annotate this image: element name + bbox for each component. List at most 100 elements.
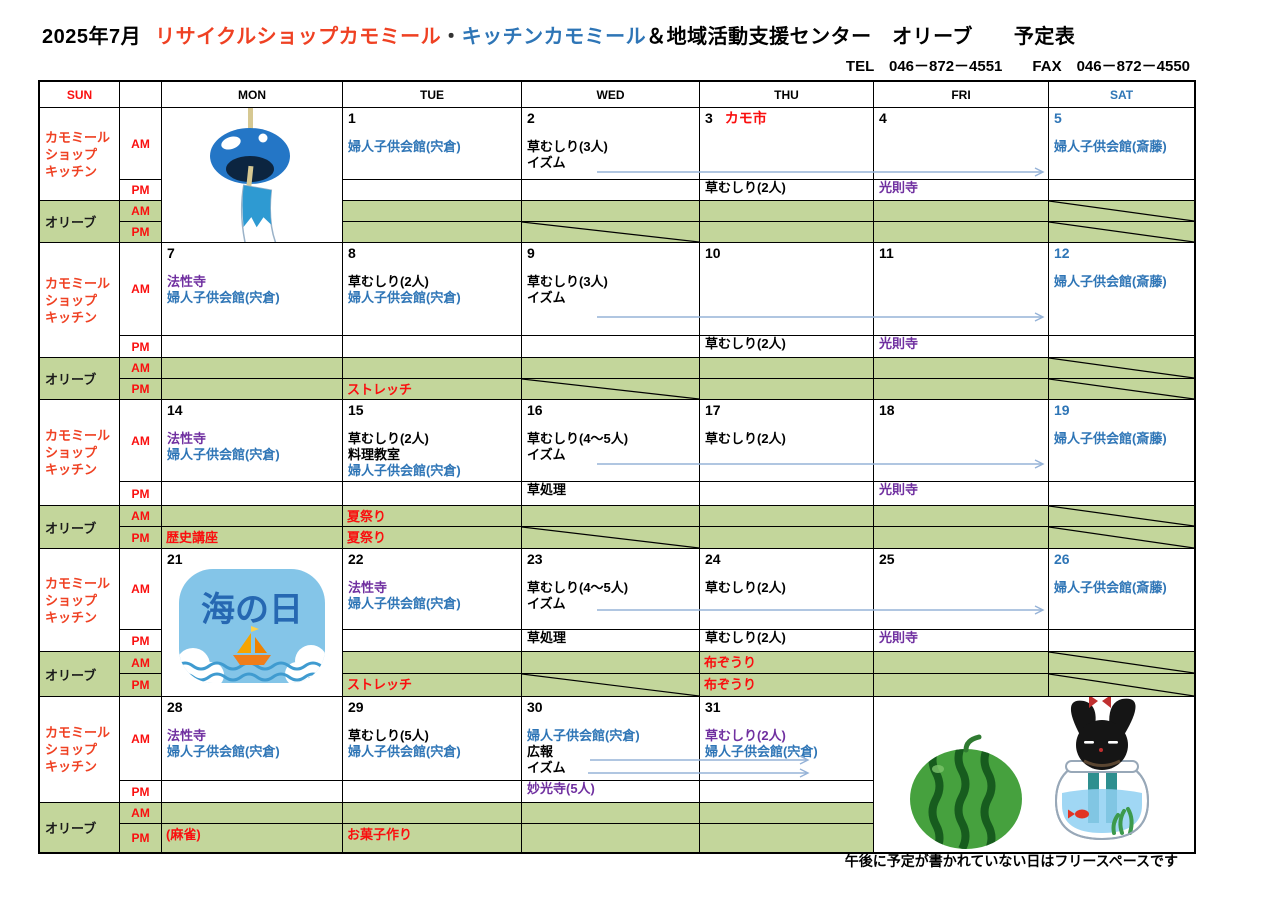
day-header-sun: SUN [40,82,120,108]
day-number: 8 [348,245,356,261]
day-number: 25 [879,551,895,567]
kamomile-row-label: カモミール ショップ キッチン [40,400,120,506]
day-number-line: 1 [343,108,521,126]
strikethrough-diagonal [1049,201,1194,221]
day-cell-am: 12 婦人子供会館(斎藤) [1049,243,1194,336]
olive-day-cell [874,201,1049,222]
olive-event: 布ぞうり [704,677,757,692]
kamomile-label-line: キッチン [45,309,98,325]
event: 婦人子供会館(宍倉) [348,744,461,759]
event: 草むしり(3人) [527,274,608,289]
day-cell-am: 23 草むしり(4～5人) イズム [522,549,700,630]
olive-day-cell [343,358,522,379]
day-number-line: 5 [1049,108,1194,126]
day-number-line: 7 [162,243,342,261]
olive-day-cell [700,379,874,400]
olive-day-cell: 布ぞうり [700,674,874,697]
day-number: 31 [705,699,721,715]
event: 広報 [527,744,554,759]
olive-event: お菓子作り [347,827,413,842]
event: 草むしり(2人) [705,336,786,351]
day-cell-am: 14 法性寺 婦人子供会館(宍倉) [162,400,343,482]
event: 草むしり(2人) [705,580,786,595]
event: 草むしり(4～5人) [527,580,629,595]
olive-day-cell [522,379,700,400]
am-row-label: AM [120,108,162,180]
strikethrough-diagonal [1049,358,1194,378]
event: 法性寺 [167,274,207,289]
strikethrough-diagonal [1049,379,1194,399]
event: 婦人子供会館(宍倉) [705,744,818,759]
olive-event: 布ぞうり [704,655,757,670]
day-cell-am: 26 婦人子供会館(斎藤) [1049,549,1194,630]
day-cell-am: 1 婦人子供会館(宍倉) [343,108,522,180]
day-cell-pm [522,336,700,358]
event: 婦人子供会館(宍倉) [167,744,280,759]
olive-day-cell: 夏祭り [343,527,522,549]
footer-note: 午後に予定が書かれていない日はフリースペースです [844,853,1178,869]
strikethrough-diagonal [1049,506,1194,526]
olive-row-label: オリーブ [40,803,120,852]
day-cell-am: 15 草むしり(2人) 料理教室 婦人子供会館(宍倉) [343,400,522,482]
olive-day-cell [874,527,1049,549]
continuation-arrow [597,312,1045,322]
day-number-line: 12 [1049,243,1194,261]
olive-day-cell [1049,527,1194,549]
day-header-blank [120,82,162,108]
olive-day-cell [874,506,1049,527]
page-title: 2025年7月 リサイクルショップカモミール・キッチンカモミール＆地域活動支援セン… [42,20,1075,49]
olive-pm-row-label: PM [120,527,162,549]
day-cell-am: 22 法性寺 婦人子供会館(宍倉) [343,549,522,630]
olive-row-label: オリーブ [40,506,120,549]
day-cell-am: 31 草むしり(2人) 婦人子供会館(宍倉) [700,697,874,781]
event: 婦人子供会館(宍倉) [167,447,280,462]
uminohi-cell: 21 海の日 [162,549,343,697]
olive-event: (麻雀) [166,827,201,842]
day-cell-pm: 光則寺 [874,482,1049,506]
day-number-line: 19 [1049,400,1194,418]
event: 草むしり(2人) [705,180,786,195]
olive-day-cell [1049,506,1194,527]
olive-am-row-label: AM [120,652,162,674]
day-cell-pm: 妙光寺(5人) [522,781,700,803]
olive-pm-row-label: PM [120,824,162,852]
olive-day-cell [162,358,343,379]
title-separator: ・ [441,26,462,48]
strikethrough-diagonal [1049,222,1194,242]
olive-event: 歴史講座 [166,530,219,545]
day-number: 4 [879,110,887,126]
olive-day-cell [700,201,874,222]
title-month: 2025年7月 [42,26,142,48]
event: 草むしり(2人) [348,431,429,446]
day-cell-pm: 光則寺 [874,180,1049,201]
event: 婦人子供会館(宍倉) [348,463,461,478]
day-number: 2 [527,110,535,126]
day-cell-am: 2 草むしり(3人) イズム [522,108,700,180]
kamomile-label-line: ショップ [45,592,98,608]
event: 草処理 [527,482,567,497]
day-cell-pm [1049,482,1194,506]
olive-day-cell [874,222,1049,243]
day-number-line: 9 [522,243,699,261]
olive-day-cell [343,201,522,222]
kamomile-label-line: カモミール [45,129,111,145]
kamomile-label-line: ショップ [45,742,98,757]
strikethrough-diagonal [522,674,699,696]
olive-day-cell: (麻雀) [162,824,343,852]
event: 婦人子供会館(宍倉) [348,139,461,154]
day-number: 10 [705,245,721,261]
day-cell-am: 17 草むしり(2人) [700,400,874,482]
olive-day-cell: 布ぞうり [700,652,874,674]
windchime-illustration [210,108,290,242]
title-center-name: ＆地域活動支援センター オリーブ 予定表 [646,26,1076,48]
olive-pm-row-label: PM [120,379,162,400]
day-cell-pm: 草むしり(2人) [700,336,874,358]
event: 草むしり(2人) [705,728,786,743]
day-cell-pm [343,630,522,652]
strikethrough-diagonal [1049,674,1194,696]
event: 婦人子供会館(斎藤) [1054,580,1167,595]
day-cell-pm [1049,336,1194,358]
day-cell-am: 29 草むしり(5人) 婦人子供会館(宍倉) [343,697,522,781]
day-number: 1 [348,110,356,126]
